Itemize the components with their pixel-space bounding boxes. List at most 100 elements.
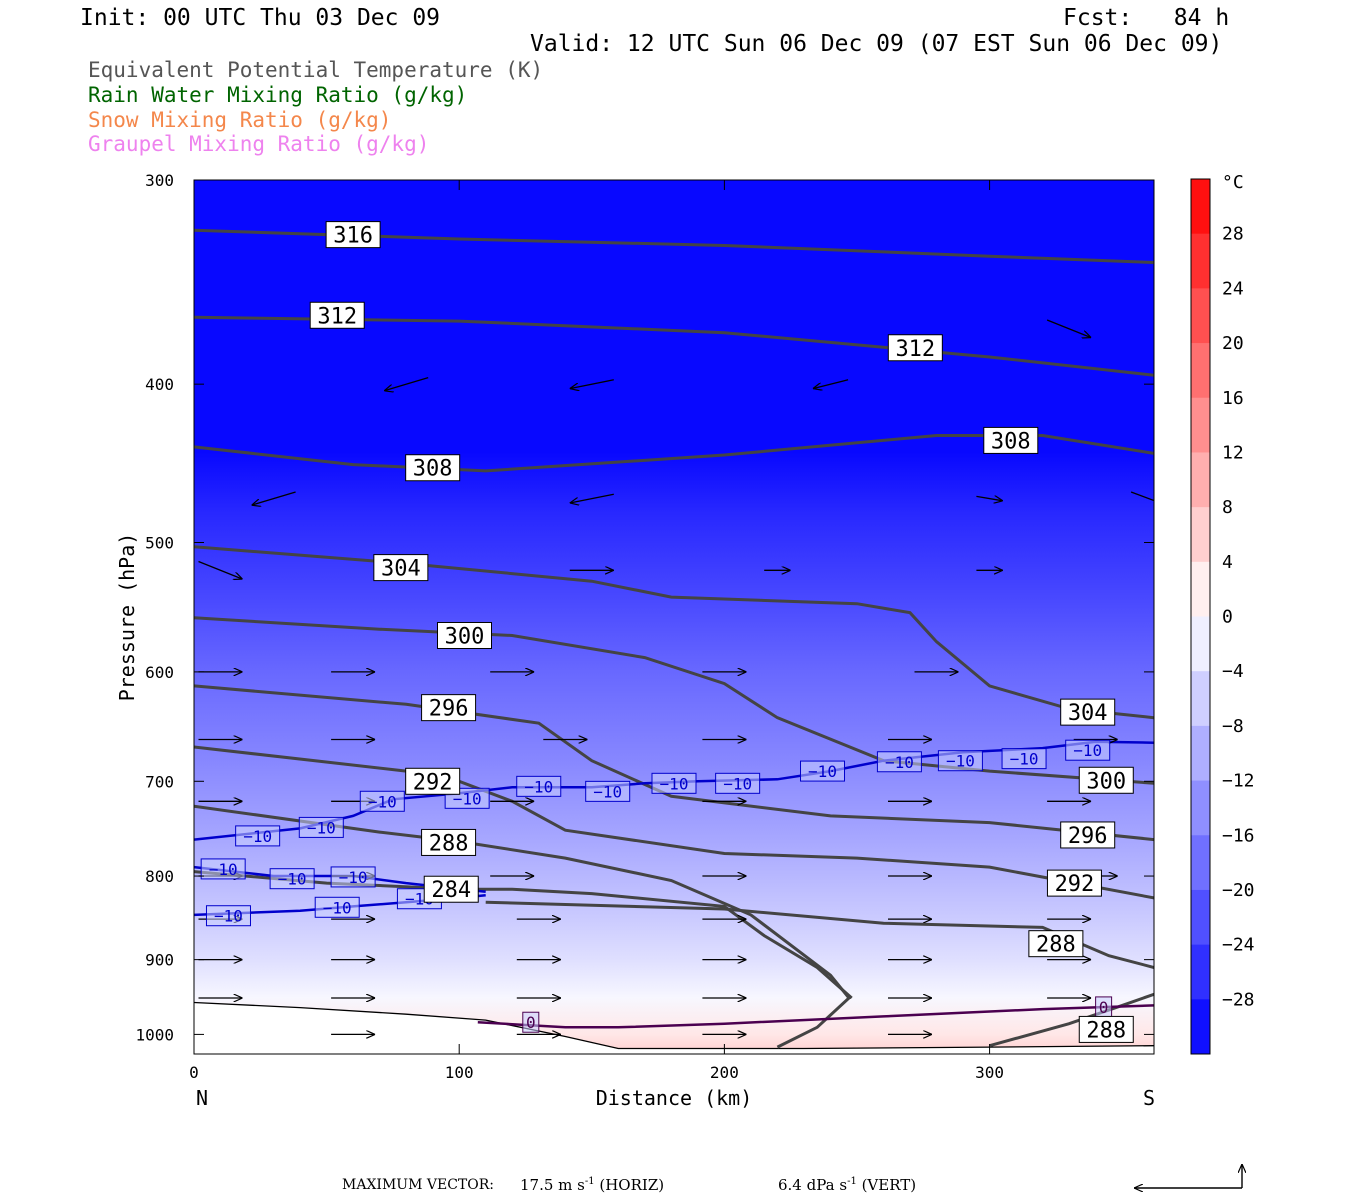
isotherm-label-text: −10 [808, 762, 837, 781]
forecast-hour: Fcst: 84 h [1063, 5, 1230, 31]
legend-graupel: Graupel Mixing Ratio (g/kg) [88, 132, 430, 156]
isotherm-label: −10 [269, 868, 315, 890]
isotherm-label-text: −10 [1073, 741, 1102, 760]
isotherm-label-text: −10 [243, 827, 272, 846]
theta-e-label: 296 [421, 694, 477, 722]
wind-vector [384, 376, 429, 391]
colorbar-band [1191, 725, 1210, 782]
isotherm-label: 0 [522, 1011, 540, 1033]
y-tick-label: 300 [145, 171, 174, 190]
max-vector-label: MAXIMUM VECTOR: [342, 1177, 494, 1193]
theta-e-label: 284 [423, 875, 479, 903]
theta-e-label-text: 304 [381, 557, 421, 582]
theta-e-label-box [405, 454, 461, 482]
theta-e-contour-304 [194, 545, 1154, 720]
colorbar-band [1191, 397, 1210, 453]
isotherm-label-box [1001, 748, 1047, 770]
theta-e-label: 292 [1046, 869, 1102, 897]
isotherm-label: −10 [876, 751, 922, 773]
isotherm-label: −10 [516, 775, 562, 797]
isotherm-label: −10 [1001, 748, 1047, 770]
theta-e-label-text: 300 [1086, 769, 1126, 794]
wind-vector [813, 379, 849, 389]
wind-vector [278, 149, 322, 162]
colorbar-band [1191, 780, 1210, 836]
theta-e-label-box [421, 828, 477, 856]
wind-vector [1046, 319, 1091, 338]
theta-e-contour-288 [194, 804, 852, 1049]
colorbar-band [1191, 561, 1210, 617]
colorbar-tick-label: −24 [1222, 935, 1255, 956]
theta-e-label-box [1060, 698, 1116, 726]
theta-e-label: 308 [983, 426, 1039, 454]
isotherm-label-text: −10 [885, 753, 914, 772]
theta-e-label-text: 288 [1036, 933, 1076, 958]
theta-e-contour-288 [485, 900, 1154, 969]
x-end-label-north: N [196, 1086, 208, 1110]
colorbar-band [1191, 944, 1210, 1000]
isotherm-label-box [800, 760, 846, 782]
wind-vector [252, 491, 296, 505]
isotherm-label: −10 [314, 896, 360, 918]
y-tick-label: 700 [145, 772, 174, 791]
theta-e-label-box [1046, 869, 1102, 897]
colorbar-band [1191, 179, 1210, 235]
theta-e-label-box [1060, 821, 1116, 849]
colorbar-frame [1190, 178, 1211, 1055]
y-tick-label: 500 [145, 534, 174, 553]
isotherm-label: −10 [330, 866, 376, 888]
theta-e-label-box [1078, 766, 1134, 794]
theta-e-label-box [1028, 930, 1084, 958]
isotherm-label: −10 [651, 772, 697, 794]
isotherm-0 [477, 1004, 1154, 1029]
colorbar-band [1191, 671, 1210, 727]
legend-snow: Snow Mixing Ratio (g/kg) [88, 108, 392, 132]
theta-e-label-box [309, 301, 365, 329]
theta-e-label-text: 312 [317, 304, 357, 329]
theta-e-label-text: 288 [1086, 1018, 1126, 1043]
colorbar-band [1191, 233, 1210, 289]
theta-e-label-text: 304 [1068, 701, 1108, 726]
theta-e-label: 312 [309, 301, 365, 329]
isotherm-label-text: −10 [524, 777, 553, 796]
theta-e-label-box [1078, 1015, 1134, 1043]
isotherm-label-box [298, 816, 344, 838]
isotherm-label-box [522, 1011, 540, 1033]
isotherm-label-text: −10 [593, 782, 622, 801]
isotherm-label: −10 [585, 780, 631, 802]
theta-e-label-box [983, 426, 1039, 454]
theta-e-label-box [325, 221, 381, 249]
isotherm-label: −10 [200, 858, 246, 880]
colorbar-tick-label: 12 [1222, 442, 1244, 463]
colorbar-tick-label: −12 [1222, 771, 1255, 792]
isotherm-label-box [269, 868, 315, 890]
theta-e-label-text: 288 [429, 831, 469, 856]
colorbar-band [1191, 288, 1210, 344]
x-tick-label: 300 [975, 1063, 1004, 1082]
theta-e-label-text: 284 [431, 878, 471, 903]
theta-e-label-text: 296 [429, 697, 469, 722]
colorbar-tick-label: −16 [1222, 825, 1255, 846]
theta-e-label: 316 [325, 221, 381, 249]
x-end-label-south: S [1143, 1086, 1155, 1110]
colorbar-band [1191, 999, 1210, 1055]
isotherm-label: −10 [937, 750, 983, 772]
reference-vector [1134, 1164, 1242, 1188]
theta-e-label-box [373, 554, 429, 582]
isotherm-label: −10 [298, 816, 344, 838]
colorbar-tick-label: −28 [1222, 989, 1255, 1010]
theta-e-label: 292 [405, 767, 461, 795]
init-time: Init: 00 UTC Thu 03 Dec 09 [80, 5, 441, 31]
legend-rain: Rain Water Mixing Ratio (g/kg) [88, 83, 468, 107]
theta-e-label: 304 [373, 554, 429, 582]
theta-e-label: 300 [436, 621, 492, 649]
colorbar-band [1191, 889, 1210, 946]
colorbar-tick-label: 4 [1222, 552, 1233, 573]
isotherm-label-box [715, 772, 761, 794]
y-tick-label: 400 [145, 375, 174, 394]
isotherm-label-text: −10 [946, 752, 975, 771]
colorbar-band [1191, 835, 1210, 891]
theta-e-label: 300 [1078, 766, 1134, 794]
x-tick-label: 100 [445, 1063, 474, 1082]
